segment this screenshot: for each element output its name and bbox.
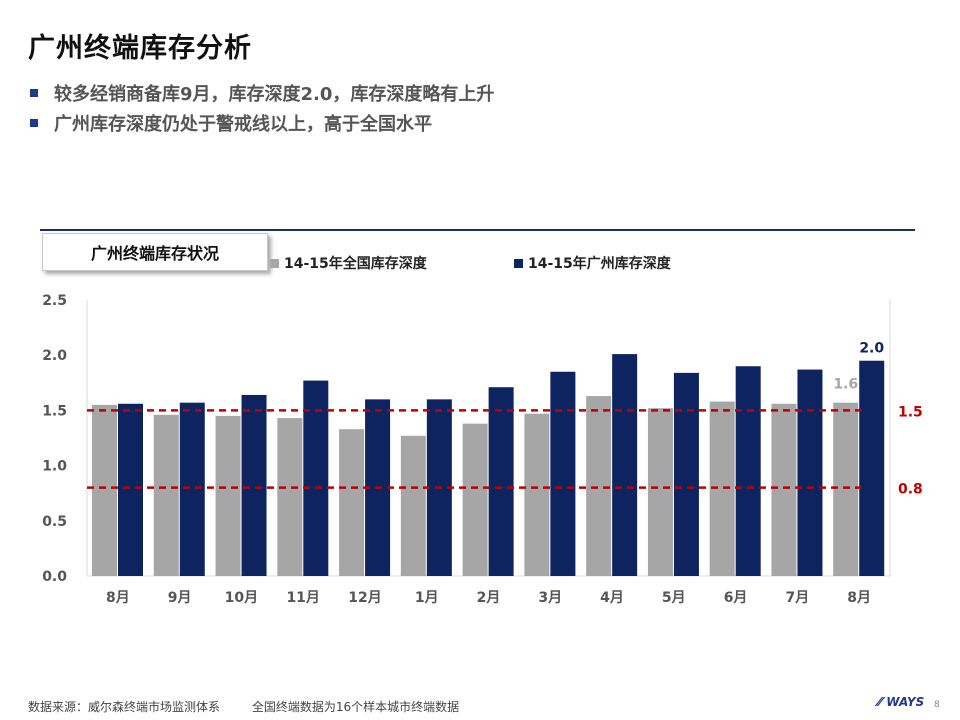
x-tick-label: 10月 bbox=[225, 590, 258, 606]
logo-text: WAYS bbox=[886, 695, 925, 709]
x-tick-label: 5月 bbox=[662, 590, 686, 606]
bar-national bbox=[771, 403, 797, 576]
bar-guangzhou bbox=[488, 387, 514, 576]
x-tick-label: 8月 bbox=[847, 590, 871, 606]
x-tick-label: 3月 bbox=[538, 590, 562, 606]
y-tick-label: 1.5 bbox=[42, 403, 67, 419]
bar-national bbox=[524, 413, 550, 576]
ways-logo: ⁄⁄ WAYS bbox=[878, 695, 924, 709]
bar-national bbox=[400, 435, 426, 576]
bar-national bbox=[92, 404, 117, 576]
bar-national bbox=[647, 408, 673, 576]
bar-national bbox=[277, 418, 303, 576]
bar-national bbox=[586, 396, 612, 576]
legend-item-national: 14-15年全国库存深度 bbox=[270, 253, 427, 273]
footer-source: 数据来源：威尔森终端市场监测体系 bbox=[28, 700, 221, 714]
bullet-item: 广州库存深度仍处于警戒线以上，高于全国水平 bbox=[30, 108, 494, 138]
footer-note: 全国终端数据为16个样本城市终端数据 bbox=[251, 700, 460, 714]
x-tick-label: 7月 bbox=[785, 590, 809, 606]
y-tick-label: 0.0 bbox=[42, 569, 67, 585]
x-tick-label: 8月 bbox=[106, 590, 130, 606]
y-tick-label: 1.0 bbox=[42, 459, 67, 475]
bar-guangzhou bbox=[550, 371, 576, 576]
data-label: 2.0 bbox=[859, 341, 884, 357]
square-bullet-icon bbox=[30, 89, 38, 97]
bar-guangzhou bbox=[241, 394, 267, 576]
legend-label: 14-15年广州库存深度 bbox=[528, 256, 671, 272]
data-label: 1.6 bbox=[833, 377, 858, 393]
page-number: 8 bbox=[934, 700, 940, 710]
x-tick-label: 2月 bbox=[477, 590, 501, 606]
bar-guangzhou bbox=[859, 360, 885, 576]
bar-national bbox=[153, 414, 179, 576]
bullet-text: 较多经销商备库9月，库存深度2.0，库存深度略有上升 bbox=[54, 84, 495, 105]
legend-swatch bbox=[514, 258, 523, 268]
bar-national bbox=[215, 415, 241, 576]
x-tick-label: 1月 bbox=[415, 590, 439, 606]
y-tick-label: 2.5 bbox=[42, 293, 67, 309]
bullet-text: 广州库存深度仍处于警戒线以上，高于全国水平 bbox=[54, 114, 432, 135]
bar-guangzhou bbox=[118, 403, 143, 576]
section-divider bbox=[40, 229, 915, 231]
bar-guangzhou bbox=[797, 369, 823, 576]
x-tick-label: 9月 bbox=[168, 590, 192, 606]
square-bullet-icon bbox=[30, 119, 38, 127]
legend-label: 14-15年全国库存深度 bbox=[284, 256, 427, 272]
legend-swatch bbox=[270, 258, 279, 268]
chart-box-label: 广州终端库存状况 bbox=[42, 233, 268, 271]
x-tick-label: 12月 bbox=[348, 590, 381, 606]
bar-national bbox=[833, 402, 859, 576]
bar-guangzhou bbox=[612, 354, 638, 576]
bar-national bbox=[339, 429, 365, 576]
footer: 数据来源：威尔森终端市场监测体系 全国终端数据为16个样本城市终端数据 bbox=[28, 698, 487, 715]
x-tick-label: 6月 bbox=[724, 590, 748, 606]
bar-guangzhou bbox=[673, 372, 699, 576]
legend-item-guangzhou: 14-15年广州库存深度 bbox=[514, 253, 671, 273]
bar-guangzhou bbox=[303, 380, 329, 576]
bar-guangzhou bbox=[179, 402, 205, 576]
reference-line-label: 1.5 bbox=[898, 404, 923, 420]
x-tick-label: 11月 bbox=[286, 590, 319, 606]
logo-mark-icon: ⁄⁄ bbox=[878, 695, 883, 709]
bullet-item: 较多经销商备库9月，库存深度2.0，库存深度略有上升 bbox=[30, 78, 494, 108]
y-tick-label: 2.0 bbox=[42, 348, 67, 364]
bar-national bbox=[462, 423, 488, 576]
x-tick-label: 4月 bbox=[600, 590, 624, 606]
summary-bullets: 较多经销商备库9月，库存深度2.0，库存深度略有上升 广州库存深度仍处于警戒线以… bbox=[30, 78, 494, 138]
reference-line-label: 0.8 bbox=[898, 482, 923, 498]
y-tick-label: 0.5 bbox=[42, 514, 67, 530]
page-title: 广州终端库存分析 bbox=[28, 33, 252, 64]
bar-guangzhou bbox=[735, 366, 761, 576]
